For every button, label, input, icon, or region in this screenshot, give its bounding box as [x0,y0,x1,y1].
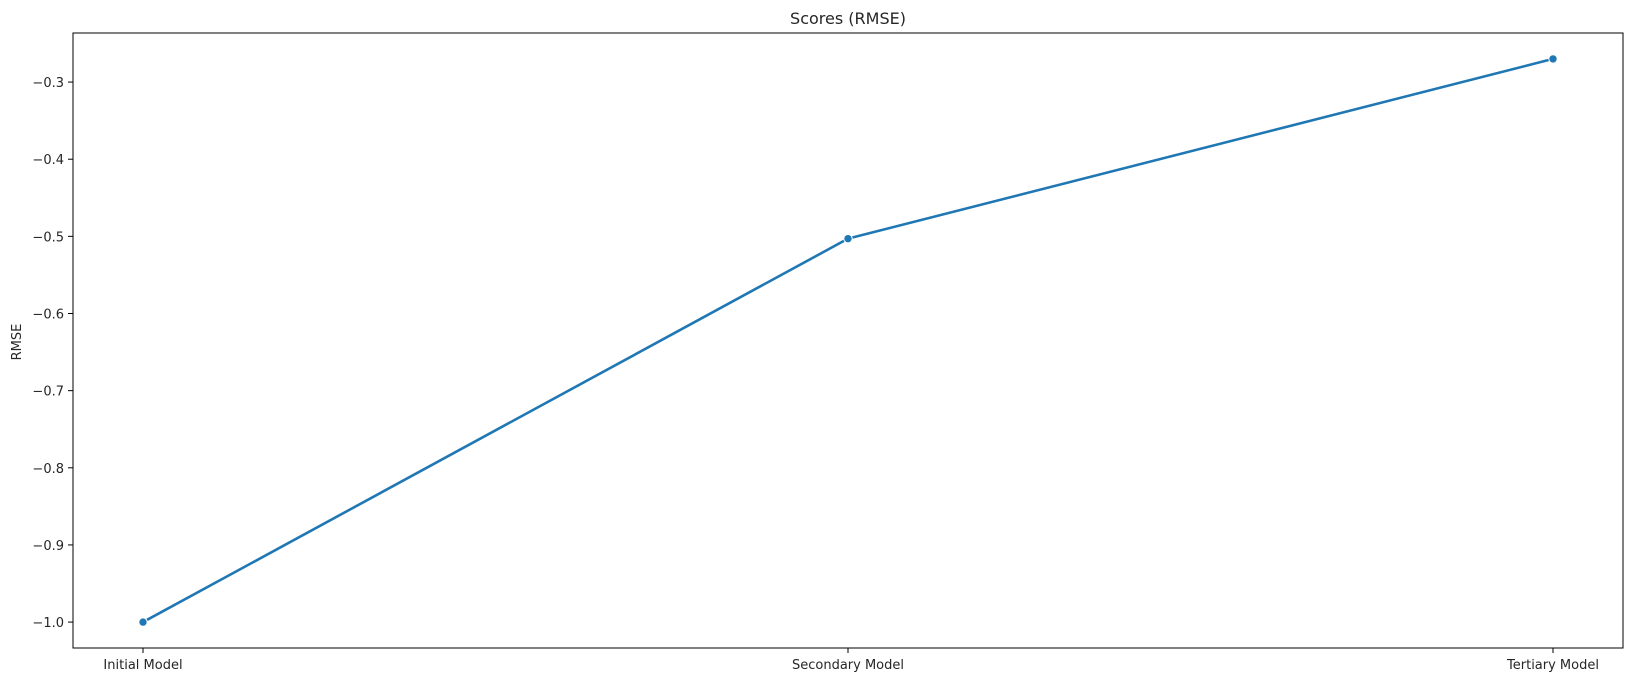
y-axis-title: RMSE [10,324,25,361]
data-point [843,233,853,244]
plot-frame [72,32,1624,649]
series-line [141,57,1555,624]
x-tick-label: Tertiary Model [1506,658,1599,673]
y-tick-label: −0.9 [32,539,64,554]
x-tick-label: Secondary Model [792,658,904,673]
y-tick-label: −0.8 [32,462,64,477]
y-tick-label: −0.3 [32,76,64,91]
y-tick-label: −0.5 [32,230,64,245]
chart-title: Scores (RMSE) [790,9,906,28]
y-axis: −1.0 −0.9 −0.8 −0.7 −0.6 −0.5 −0.4 −0.3 [32,76,73,631]
y-tick-label: −0.7 [32,385,64,400]
data-point [1548,54,1558,64]
series-layer [138,54,1558,627]
y-tick-label: −0.4 [32,153,64,168]
x-axis: Initial Model Secondary Model Tertiary Mod… [103,648,1599,673]
x-tick-label: Initial Model [103,658,182,673]
y-tick-label: −0.6 [32,307,64,322]
data-point [138,617,148,627]
y-tick-label: −1.0 [32,616,64,631]
